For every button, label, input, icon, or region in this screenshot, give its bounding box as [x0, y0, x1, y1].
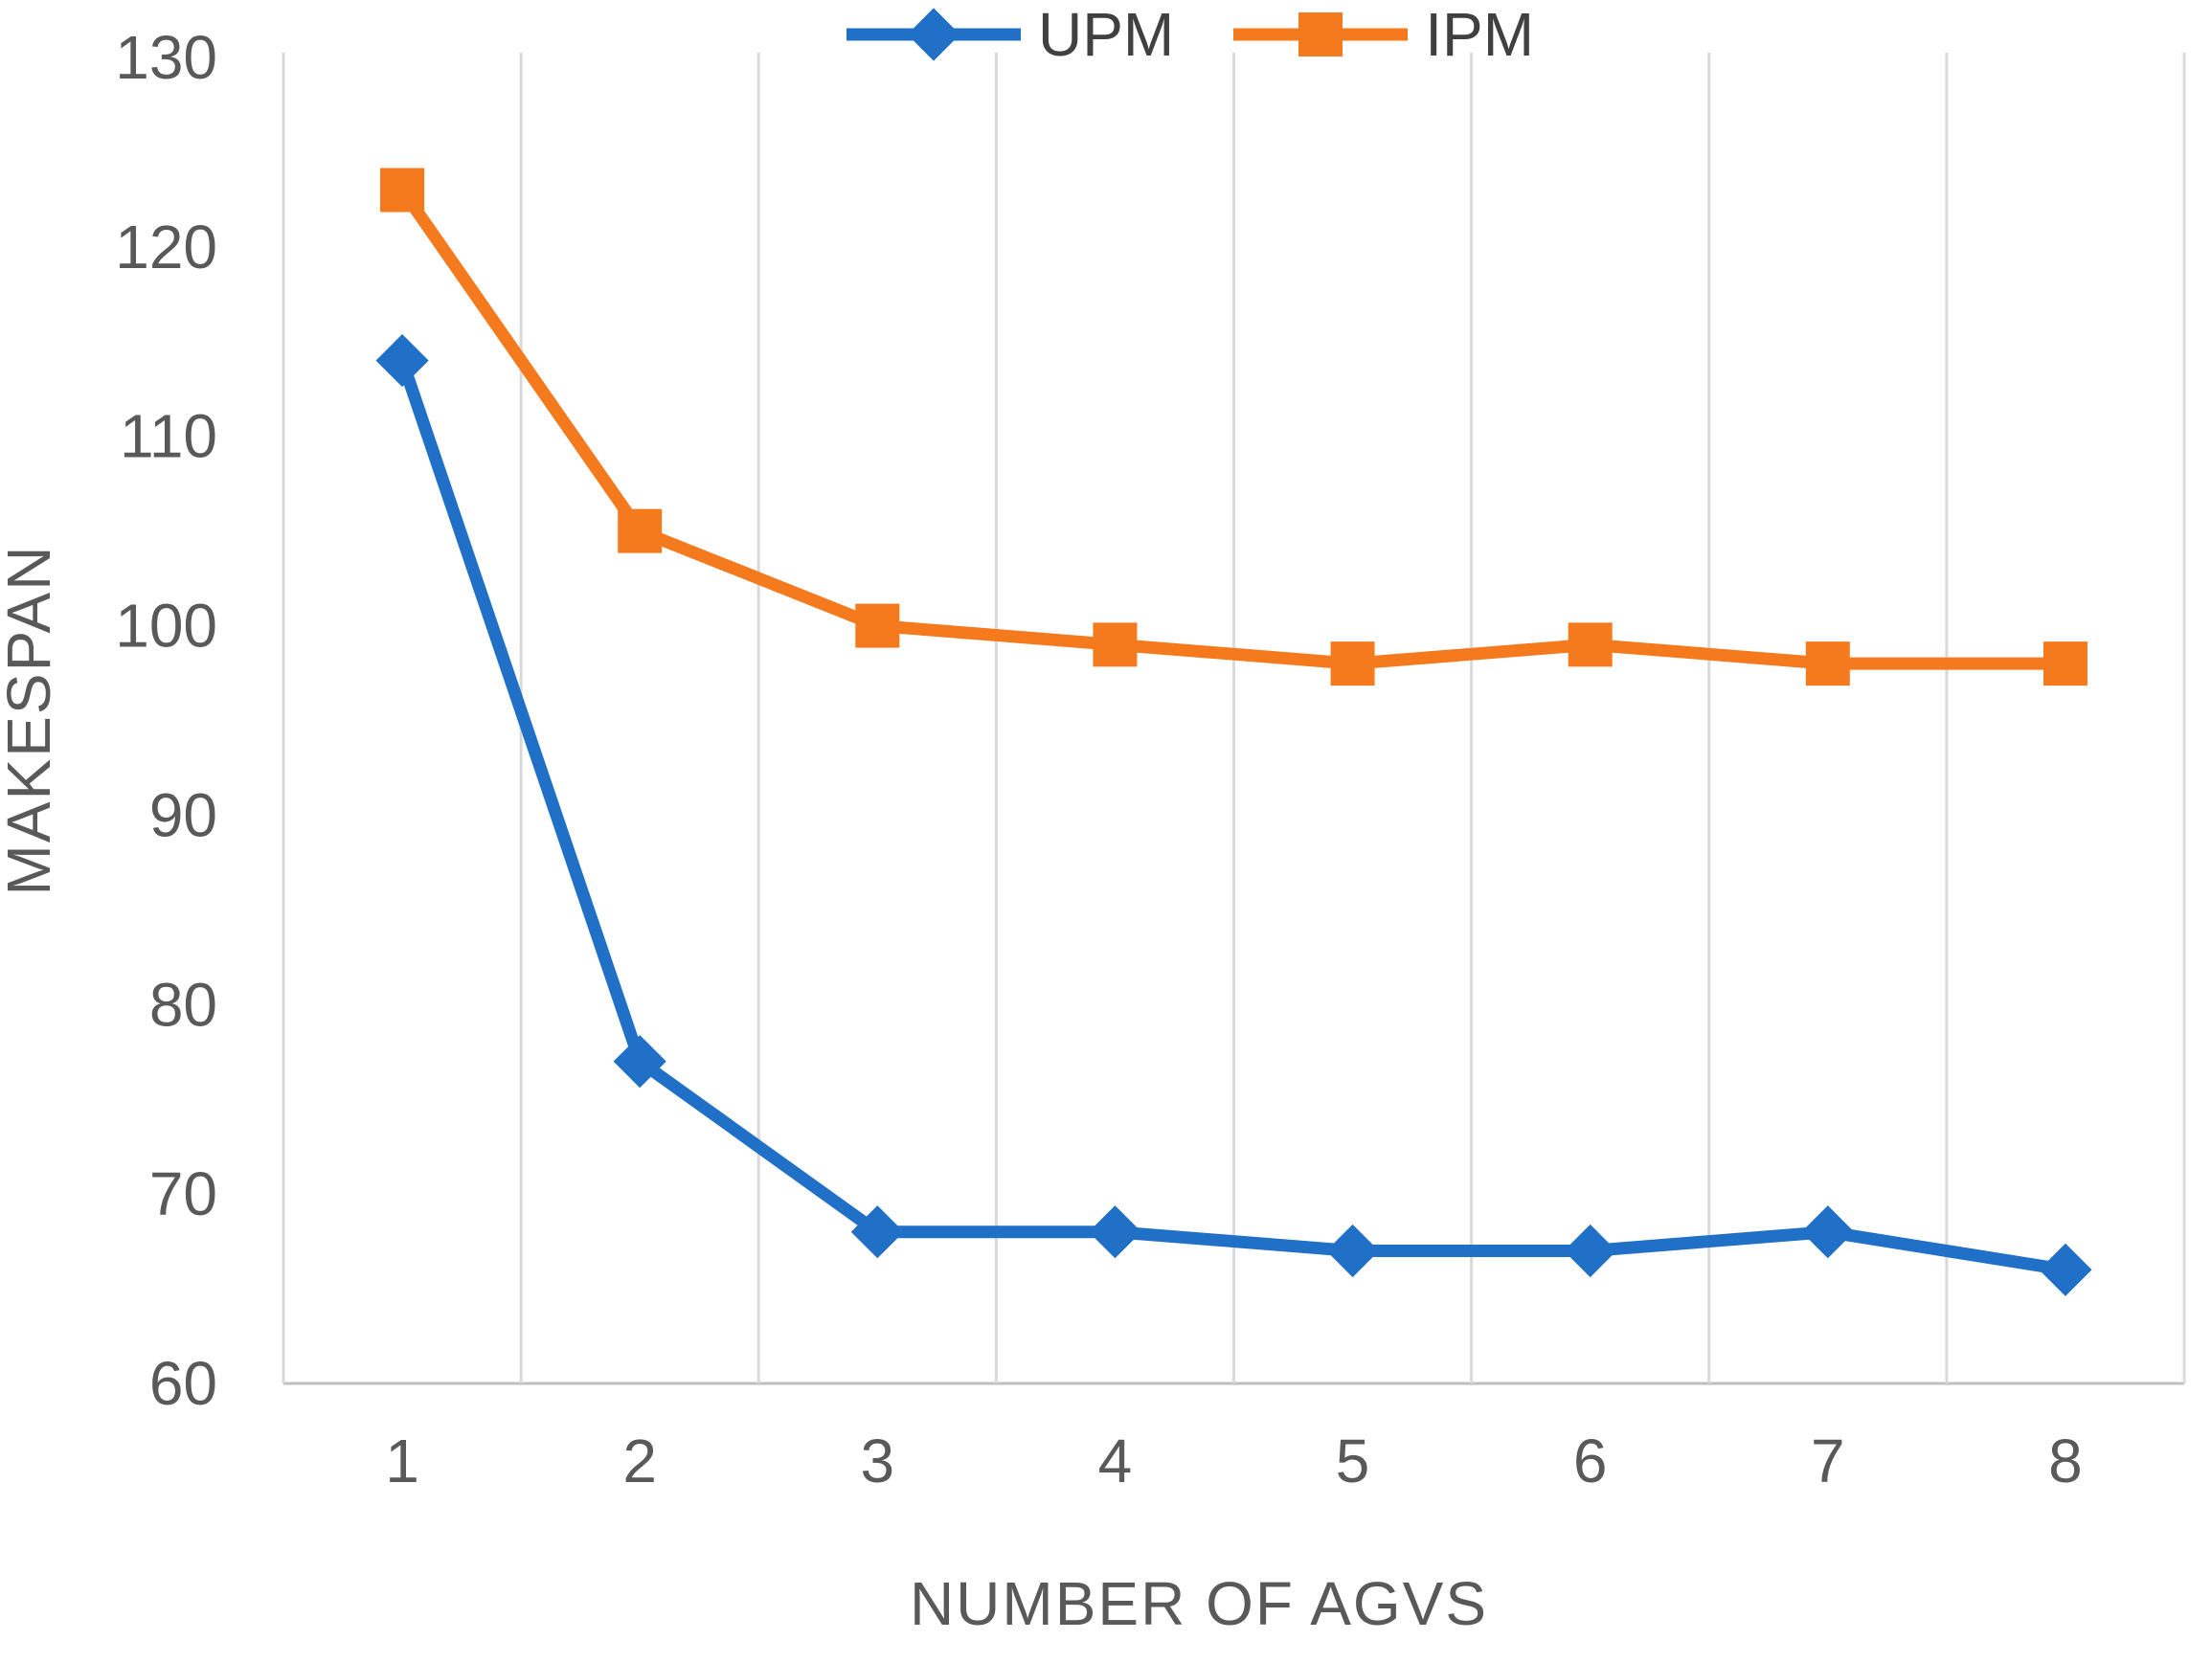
data-point-ipm-3	[855, 603, 900, 648]
legend-label-ipm: IPM	[1425, 0, 1534, 69]
data-point-ipm-4	[1093, 622, 1138, 667]
y-tick-label: 80	[149, 970, 217, 1039]
data-point-upm-3	[850, 1205, 904, 1259]
data-point-ipm-2	[618, 508, 663, 553]
data-point-ipm-1	[380, 168, 425, 213]
data-point-upm-4	[1088, 1205, 1142, 1259]
data-point-upm-8	[2039, 1243, 2092, 1296]
x-tick-label: 5	[1336, 1427, 1370, 1495]
data-point-upm-6	[1564, 1224, 1617, 1278]
x-tick-label: 6	[1573, 1427, 1608, 1495]
legend-marker-upm-icon	[846, 8, 1021, 61]
x-axis-title: NUMBER OF AGVS	[910, 1569, 1488, 1638]
x-tick-label: 3	[861, 1427, 895, 1495]
data-point-ipm-6	[1568, 622, 1613, 667]
x-tick-label: 2	[622, 1427, 657, 1495]
y-tick-label: 110	[120, 402, 217, 471]
chart-legend: UPM IPM	[843, 0, 1534, 69]
x-tick-label: 1	[385, 1427, 419, 1495]
data-point-upm-1	[375, 333, 429, 388]
data-point-upm-5	[1325, 1224, 1380, 1278]
x-tick-label: 8	[2048, 1427, 2083, 1495]
y-tick-label: 130	[115, 23, 217, 92]
data-point-ipm-8	[2043, 641, 2088, 686]
x-tick-label: 7	[1811, 1427, 1845, 1495]
y-tick-label: 90	[149, 780, 217, 849]
data-point-ipm-7	[1805, 641, 1850, 686]
y-axis-title: MAKESPAN	[0, 545, 63, 896]
data-point-ipm-5	[1330, 641, 1375, 686]
series-line-ipm	[396, 186, 2065, 670]
legend-marker-ipm-icon	[1233, 12, 1409, 56]
legend-item-upm: UPM	[843, 4, 1174, 65]
y-tick-label: 70	[149, 1159, 217, 1228]
data-point-upm-7	[1801, 1205, 1855, 1259]
legend-item-ipm: IPM	[1230, 4, 1534, 65]
x-tick-label: 4	[1098, 1427, 1133, 1495]
series-line-upm	[395, 358, 2066, 1276]
legend-label-upm: UPM	[1038, 0, 1175, 69]
data-point-upm-2	[613, 1035, 666, 1089]
y-tick-label: 120	[115, 213, 217, 281]
y-tick-label: 100	[115, 592, 217, 661]
y-tick-label: 60	[149, 1349, 217, 1418]
